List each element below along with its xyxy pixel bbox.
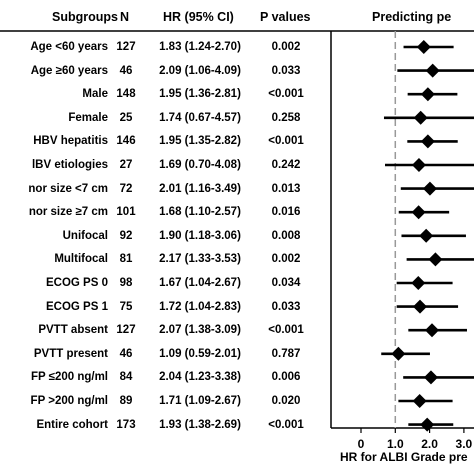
hr-marker (391, 346, 406, 361)
row-label: ECOG PS 0 (46, 277, 108, 289)
row-hr: 1.74 (0.67-4.57) (159, 111, 241, 124)
row-label: Age <60 years (30, 41, 108, 53)
hr-marker (425, 63, 440, 78)
row-hr: 2.09 (1.06-4.09) (159, 64, 241, 77)
row-hr: 2.04 (1.23-3.38) (159, 371, 241, 384)
header-plot: Predicting pe (372, 10, 452, 24)
row-hr: 1.93 (1.38-2.69) (159, 418, 241, 431)
row-label: FP >200 ng/ml (30, 395, 108, 407)
row-n: 75 (119, 300, 133, 313)
row-hr: 1.90 (1.18-3.06) (159, 229, 241, 242)
row-n: 146 (116, 135, 136, 148)
row-p-value: <0.001 (268, 418, 304, 431)
hr-marker (416, 40, 431, 54)
row-n: 25 (119, 111, 133, 124)
row-n: 127 (116, 41, 136, 53)
row-hr: 1.69 (0.70-4.08) (159, 159, 241, 171)
row-n: 127 (116, 324, 136, 337)
row-label: nor size <7 cm (28, 182, 108, 195)
row-label: Multifocal (54, 253, 108, 266)
row-n: 72 (119, 182, 133, 195)
row-label: Entire cohort (36, 418, 108, 431)
hr-marker (412, 394, 427, 408)
hr-marker (413, 110, 428, 125)
hr-marker (411, 158, 426, 172)
row-p-value: 0.787 (271, 347, 301, 360)
row-hr: 1.95 (1.35-2.82) (159, 135, 241, 148)
row-p-value: 0.242 (271, 159, 301, 171)
row-p-value: <0.001 (268, 324, 304, 337)
row-n: 92 (119, 229, 133, 242)
row-n: 46 (119, 347, 133, 360)
row-label: Age ≥60 years (30, 64, 108, 77)
row-n: 98 (119, 277, 133, 289)
row-p-value: 0.020 (271, 395, 301, 407)
row-n: 81 (119, 253, 133, 266)
hr-marker (425, 323, 440, 338)
row-n: 173 (116, 418, 136, 431)
header-p-values: P values (260, 10, 311, 24)
row-label: Unifocal (62, 229, 108, 242)
x-tick-label: 0 (358, 437, 365, 451)
row-p-value: 0.002 (271, 41, 301, 53)
row-p-value: 0.033 (271, 64, 301, 77)
row-hr: 1.95 (1.36-2.81) (159, 88, 241, 101)
row-n: 148 (116, 88, 136, 101)
row-hr: 1.71 (1.09-2.67) (159, 395, 241, 407)
row-p-value: 0.002 (271, 253, 301, 266)
header-subgroups: Subgroups (52, 10, 118, 24)
row-hr: 2.01 (1.16-3.49) (159, 182, 241, 195)
x-tick-label: 3.0 (456, 437, 473, 451)
hr-marker (412, 299, 427, 314)
row-label: HBV hepatitis (33, 135, 108, 148)
row-n: 27 (119, 159, 133, 171)
row-hr: 1.83 (1.24-2.70) (159, 41, 241, 53)
hr-marker (423, 370, 438, 385)
row-n: 84 (119, 371, 133, 384)
header-n: N (120, 10, 130, 24)
row-p-value: 0.034 (271, 277, 301, 289)
row-hr: 2.17 (1.33-3.53) (159, 253, 241, 266)
row-n: 89 (119, 395, 133, 407)
row-n: 46 (119, 64, 133, 77)
row-label: ECOG PS 1 (46, 300, 108, 313)
row-label: PVTT absent (38, 324, 108, 337)
hr-marker (419, 228, 434, 243)
row-hr: 2.07 (1.38-3.09) (159, 324, 241, 337)
hr-marker (420, 417, 435, 432)
header-hr: HR (95% CI) (163, 10, 234, 24)
row-p-value: 0.008 (271, 229, 301, 242)
hr-marker (428, 252, 443, 267)
row-n: 101 (116, 206, 136, 219)
row-label: PVTT present (33, 347, 108, 360)
hr-marker (420, 87, 435, 102)
row-hr: 1.67 (1.04-2.67) (159, 277, 241, 289)
hr-marker (422, 181, 437, 196)
hr-marker (420, 134, 435, 149)
x-axis-title: HR for ALBI Grade pre (340, 450, 468, 464)
row-p-value: 0.006 (271, 371, 301, 384)
row-label: nor size ≥7 cm (28, 206, 108, 219)
hr-marker (411, 276, 426, 290)
row-p-value: 0.033 (271, 300, 301, 313)
row-label: FP ≤200 ng/ml (30, 371, 108, 384)
row-p-value: 0.013 (271, 182, 301, 195)
hr-marker (411, 205, 426, 220)
row-p-value: 0.016 (271, 206, 301, 219)
row-hr: 1.09 (0.59-2.01) (159, 347, 241, 360)
row-p-value: <0.001 (268, 135, 304, 148)
x-tick-label: 2.0 (421, 437, 438, 451)
row-p-value: 0.258 (271, 111, 301, 124)
row-hr: 1.68 (1.10-2.57) (159, 206, 241, 219)
row-label: Male (82, 88, 108, 101)
row-label: Female (68, 111, 108, 124)
row-hr: 1.72 (1.04-2.83) (159, 300, 241, 313)
row-label: lBV etiologies (31, 159, 108, 171)
x-tick-label: 1.0 (387, 437, 404, 451)
row-p-value: <0.001 (268, 88, 304, 101)
